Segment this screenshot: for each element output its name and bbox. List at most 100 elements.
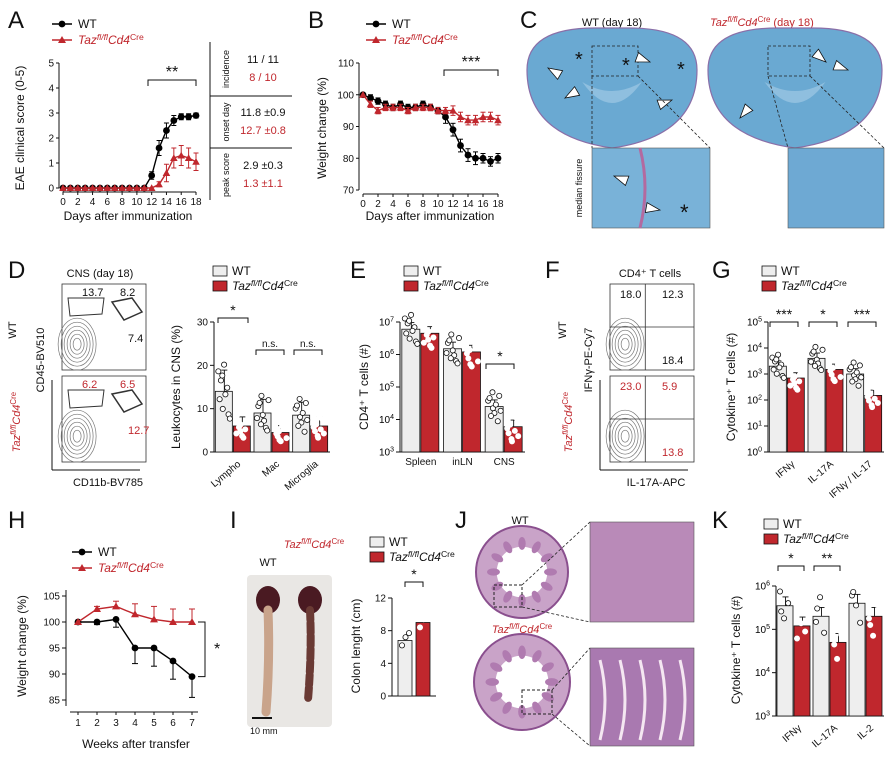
- data-dot: [496, 392, 503, 399]
- lesion-star: *: [622, 55, 630, 77]
- data-dot: [234, 411, 241, 418]
- legend-ko-part: Cd4: [737, 17, 757, 29]
- x-tick-label: 7: [189, 718, 195, 729]
- data-dot: [222, 391, 229, 398]
- sig-bracket: [769, 321, 799, 327]
- y-tick-label: 103: [379, 447, 394, 459]
- contour: [72, 429, 82, 443]
- row-label-ko: Tazfl/flCd4Cre: [9, 391, 23, 452]
- contour: [611, 417, 639, 455]
- fold: [503, 590, 513, 603]
- sig-label: *: [411, 566, 417, 582]
- data-dot: [320, 430, 327, 437]
- quadrant-value: 18.0: [620, 289, 641, 301]
- legend-ko-part: Cd4: [519, 624, 539, 636]
- contour: [605, 409, 645, 463]
- data-dot: [430, 334, 437, 341]
- data-point: [155, 180, 163, 188]
- legend-ko-part: Cre: [9, 391, 18, 404]
- flow-title: CNS (day 18): [67, 268, 134, 280]
- quadrant-value: 23.0: [620, 381, 641, 393]
- x-tick-label: IFNγ: [781, 723, 804, 745]
- data-dot: [515, 433, 522, 440]
- quadrant-value: 18.4: [662, 355, 683, 367]
- contour: [69, 425, 85, 447]
- x-tick-label: IL-17A: [806, 459, 836, 487]
- legend-ko-part: Cd4: [563, 405, 575, 425]
- data-dot: [217, 377, 224, 384]
- data-dot: [466, 346, 473, 353]
- data-point: [163, 127, 170, 134]
- data-point: [192, 157, 200, 165]
- lesion-star: *: [575, 49, 583, 71]
- fold: [545, 678, 559, 686]
- data-dot: [301, 428, 308, 435]
- data-dot: [795, 603, 802, 610]
- x-tick-label: 6: [170, 718, 176, 729]
- y-tick-label: 105: [379, 382, 394, 394]
- y-tick-label: 20: [197, 361, 209, 372]
- data-dot: [409, 327, 416, 334]
- contour: [57, 317, 97, 371]
- data-point: [419, 103, 427, 111]
- data-dot: [271, 420, 278, 427]
- contour: [620, 337, 630, 351]
- contour: [69, 333, 85, 355]
- data-dot: [865, 397, 872, 404]
- bar: [829, 641, 847, 717]
- data-dot: [277, 438, 284, 445]
- legend-ko-part: Cd4: [811, 279, 833, 293]
- data-dot: [831, 378, 838, 385]
- legend-ko-part: Cre: [561, 391, 570, 404]
- y-tick-label: 106: [755, 581, 770, 593]
- data-dot: [311, 428, 318, 435]
- legend-ko-part: Cre: [130, 32, 144, 42]
- data-dot: [237, 428, 244, 435]
- data-dot: [778, 608, 785, 615]
- x-tick-label: 1: [75, 718, 81, 729]
- legend-wt-label: WT: [78, 17, 97, 31]
- data-dot: [856, 362, 863, 369]
- legend-ko-label: Tazfl/flCd4Cre: [392, 32, 458, 47]
- data-point: [434, 106, 442, 114]
- legend-ko-part: Taz: [492, 624, 510, 636]
- x-tick-label: 12: [146, 197, 158, 208]
- table-ko-value: 1.3 ±1.1: [243, 178, 283, 190]
- chart-E: 103 104 105 106 107 Spleen inLN CNS CD4⁺ T cells…: [357, 264, 525, 468]
- data-point: [73, 184, 82, 192]
- data-point: [88, 184, 97, 192]
- y-tick-label: 106: [379, 349, 394, 361]
- data-point: [494, 116, 502, 124]
- data-dot: [258, 392, 265, 399]
- fold: [502, 650, 512, 663]
- y-tick-label: 104: [379, 414, 394, 426]
- arrowhead-icon: [634, 51, 652, 63]
- x-tick-label: 6: [105, 197, 111, 208]
- data-dot: [850, 588, 857, 595]
- row-label-wt: WT: [557, 321, 569, 338]
- data-dot: [317, 426, 324, 433]
- data-dot: [470, 338, 477, 345]
- flow-x-axis: CD11b-BV785: [73, 477, 143, 489]
- data-dot: [304, 416, 311, 423]
- y-axis-title: Cytokine⁺ T cells (#): [729, 596, 743, 705]
- x-tick-label: IFNγ / IL-17: [827, 459, 874, 501]
- data-dot: [408, 311, 415, 318]
- legend-wt-label: WT: [781, 264, 800, 278]
- legend-wt-label: WT: [389, 535, 408, 549]
- data-dot: [302, 400, 309, 407]
- x-tick-label: 2: [75, 197, 81, 208]
- flow-x-axis: IL-17A-APC: [627, 477, 686, 489]
- data-dot: [507, 421, 514, 428]
- contour: [611, 325, 639, 363]
- fold: [532, 650, 542, 663]
- legend-ko-part: fl/fl: [727, 15, 737, 24]
- data-dot: [486, 395, 493, 402]
- contour: [617, 425, 633, 447]
- data-dot: [299, 409, 306, 416]
- data-point: [59, 184, 67, 192]
- data-dot: [798, 620, 805, 627]
- sig-label: *: [788, 550, 794, 566]
- bar: [848, 602, 866, 717]
